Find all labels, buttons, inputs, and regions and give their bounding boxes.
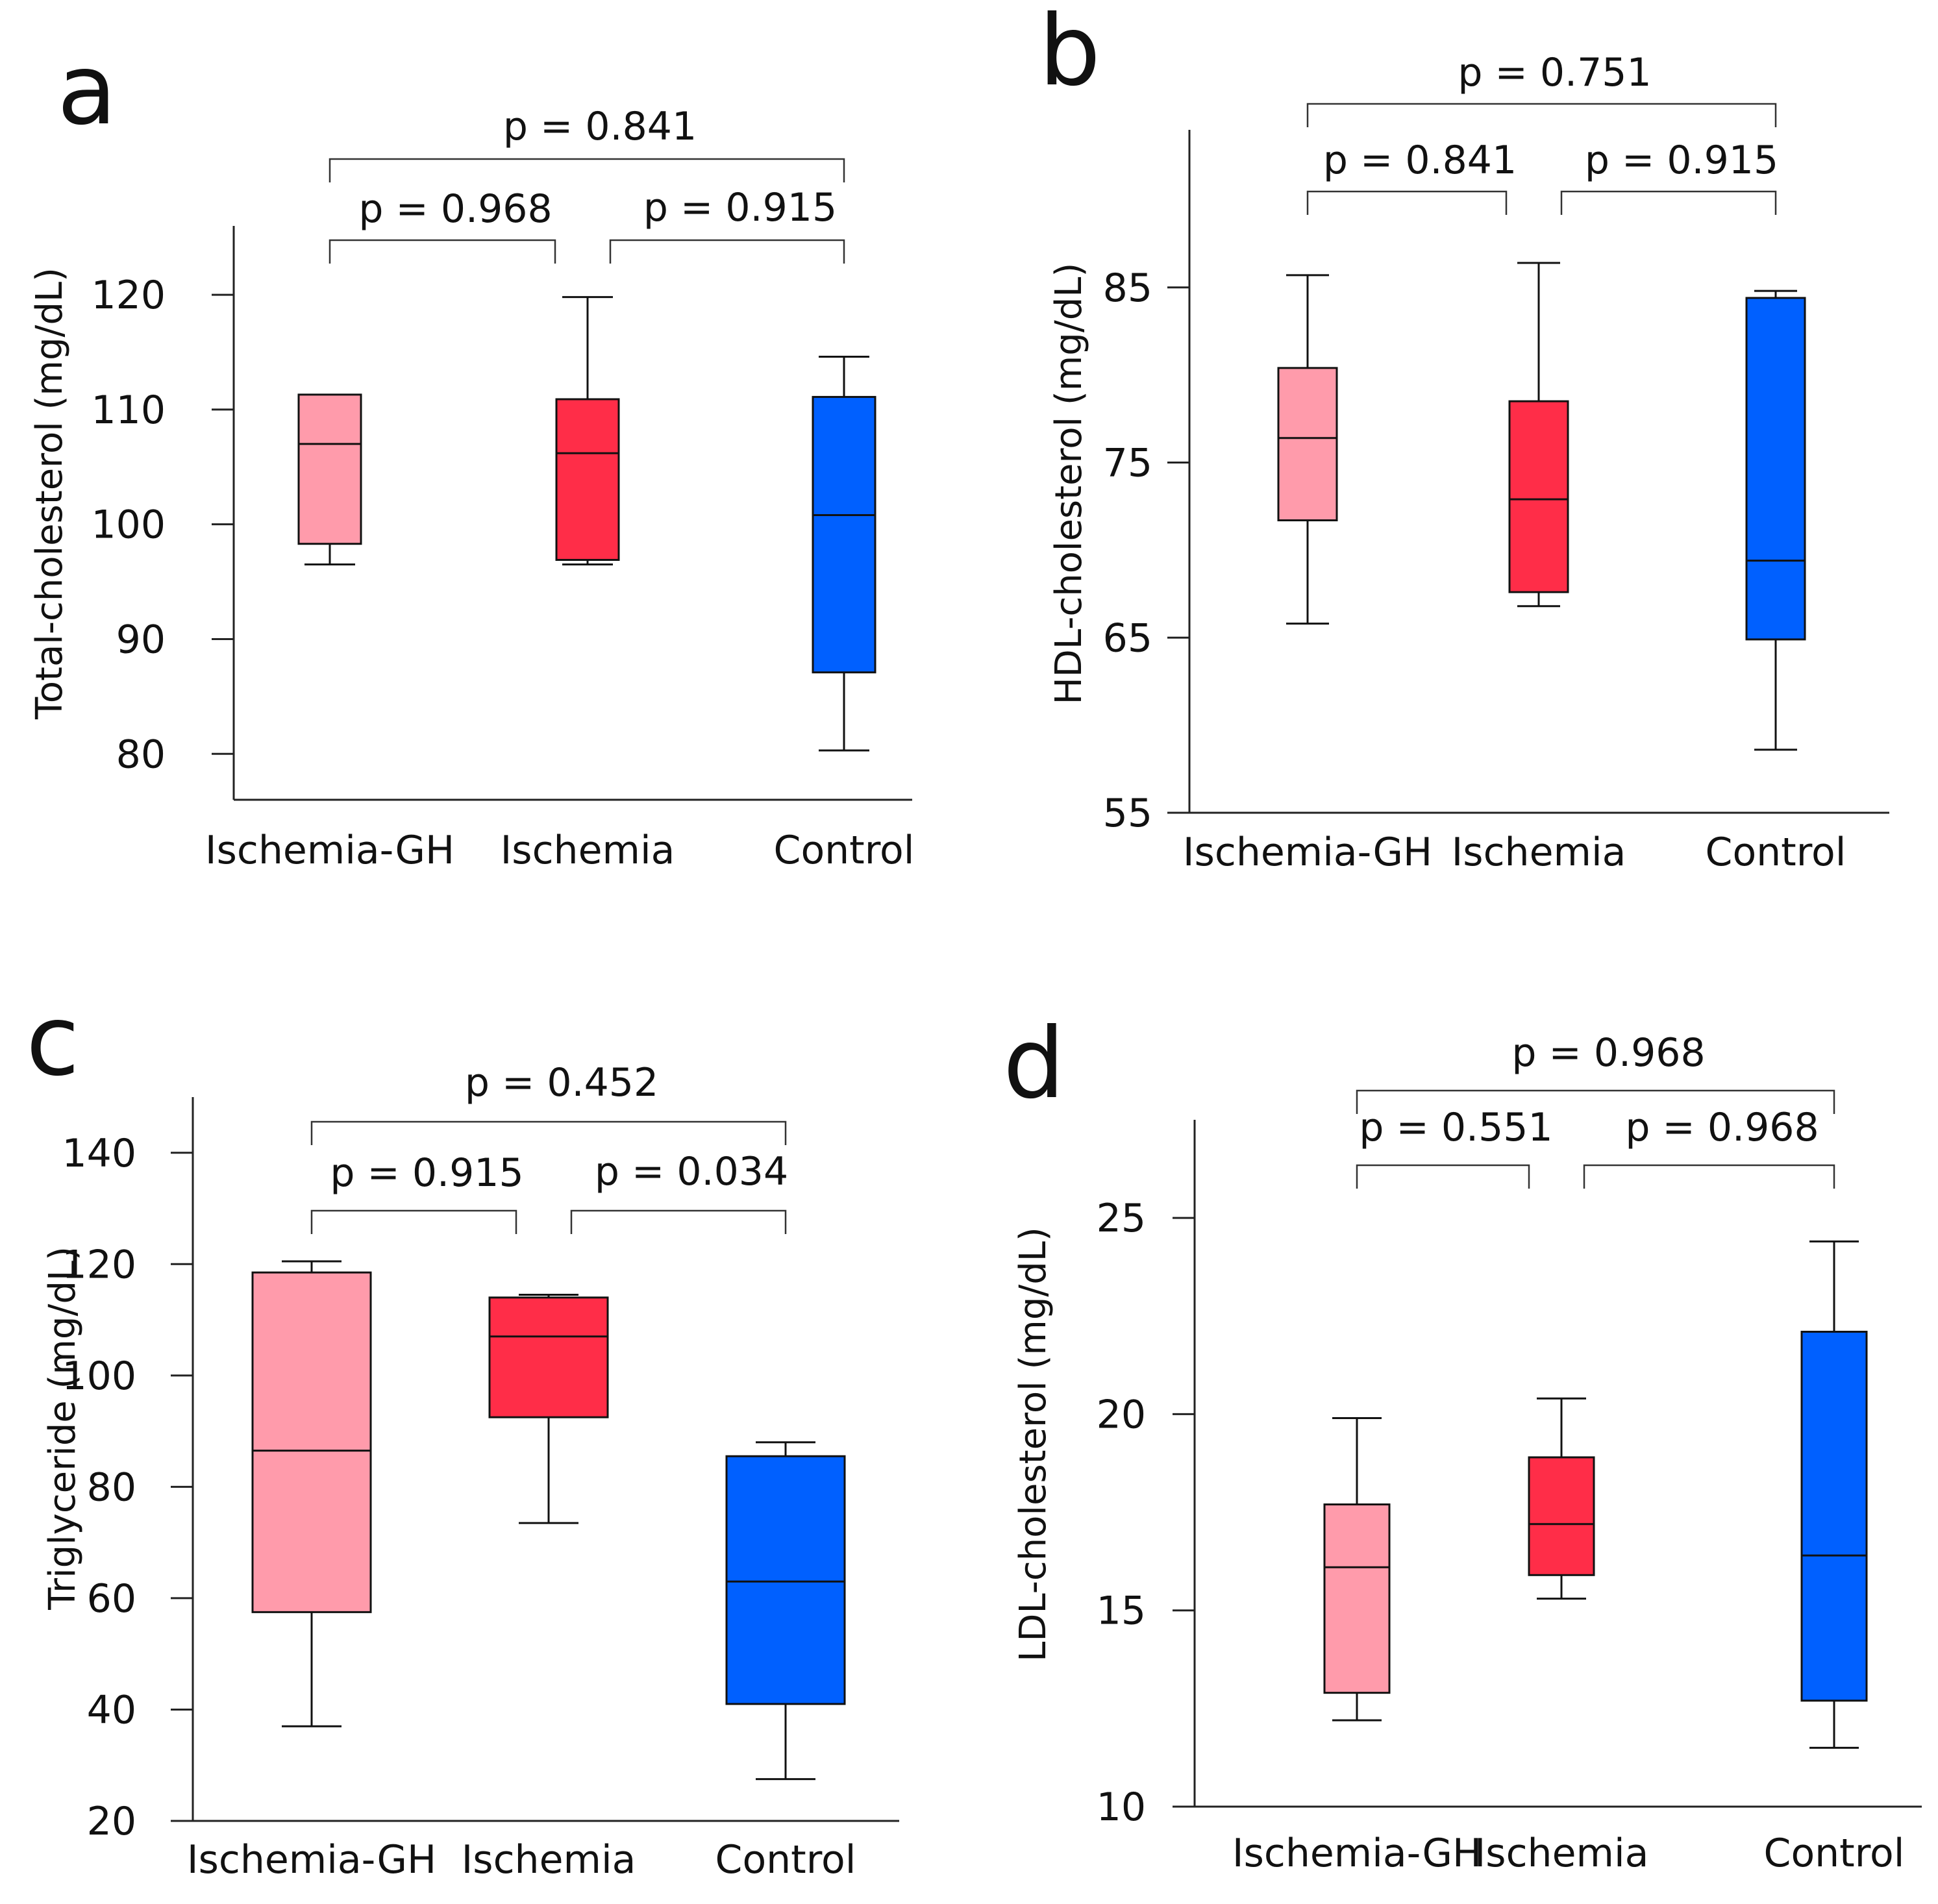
y-tick-label: 40 [87, 1687, 136, 1733]
x-category-label: Control [774, 828, 915, 873]
panel-label: b [1039, 0, 1100, 108]
panel-label: a [57, 34, 117, 147]
p-value-label: p = 0.841 [1323, 138, 1517, 183]
x-category-label: Ischemia-GH [205, 828, 454, 873]
y-tick-label: 75 [1103, 441, 1152, 486]
p-value-label: p = 0.968 [1625, 1105, 1819, 1150]
significance-bracket [1560, 190, 1777, 215]
y-tick-label: 100 [91, 502, 166, 548]
x-category-label: Control [715, 1837, 856, 1883]
x-category-label: Control [1764, 1831, 1905, 1876]
box-control [725, 1455, 846, 1705]
x-category-label: Ischemia [1452, 830, 1626, 875]
p-value-label: p = 0.751 [1458, 50, 1651, 95]
y-tick-label: 25 [1097, 1196, 1146, 1241]
p-value-label: p = 0.968 [1511, 1030, 1705, 1076]
significance-bracket [329, 158, 845, 182]
y-tick-label: 110 [91, 388, 166, 433]
significance-bracket [1356, 1164, 1530, 1189]
p-value-label: p = 0.915 [643, 185, 837, 230]
plot-area: 20 40 60 80 100 120 140 Ischemia-GH Ischemia Cont… [62, 1060, 899, 1883]
significance-bracket [1583, 1164, 1835, 1189]
box-ischemia [1508, 400, 1569, 593]
y-tick-label: 80 [87, 1465, 136, 1510]
box-control [812, 395, 876, 674]
significance-bracket [1356, 1089, 1835, 1114]
significance-bracket [1306, 190, 1508, 215]
panel-c: c Triglyceride (mg/dL) 20 40 60 80 100 120 140… [26, 985, 899, 1883]
significance-bracket [570, 1209, 787, 1234]
y-tick-label: 90 [116, 617, 166, 662]
y-tick-label: 80 [116, 732, 166, 777]
panel-label: c [26, 985, 79, 1098]
y-axis-title: Total-cholesterol (mg/dL) [29, 267, 71, 720]
box-ischemia [1528, 1456, 1595, 1576]
x-category-label: Ischemia-GH [1183, 830, 1432, 875]
panel-b: b HDL-cholesterol (mg/dL) 55 65 75 85 Ischem… [1039, 0, 1889, 875]
y-tick-label: 65 [1103, 615, 1152, 661]
significance-bracket [310, 1120, 787, 1145]
p-value-label: p = 0.452 [465, 1060, 658, 1106]
p-value-label: p = 0.968 [358, 186, 552, 232]
y-tick-label: 120 [91, 273, 166, 318]
p-value-label: p = 0.841 [503, 104, 697, 149]
significance-bracket [609, 239, 845, 264]
box-ischemia-gh [297, 393, 362, 545]
box-ischemia-gh [1323, 1503, 1391, 1694]
x-category-label: Ischemia-GH [1232, 1831, 1482, 1876]
x-category-label: Control [1706, 830, 1846, 875]
y-tick-label: 140 [62, 1131, 136, 1176]
x-category-label: Ischemia [1474, 1831, 1649, 1876]
y-tick-label: 20 [1097, 1392, 1146, 1437]
y-tick-label: 15 [1097, 1589, 1146, 1634]
panel-label: d [1003, 1008, 1065, 1120]
y-tick-label: 55 [1103, 791, 1152, 836]
y-tick-label: 20 [87, 1799, 136, 1844]
y-tick-label: 60 [87, 1576, 136, 1622]
y-tick-label: 85 [1103, 266, 1152, 311]
significance-bracket [329, 239, 556, 264]
x-category-label: Ischemia [501, 828, 675, 873]
plot-area: 55 65 75 85 Ischemia-GH Ischemia Control p = 0.… [1103, 50, 1889, 875]
x-category-label: Ischemia-GH [187, 1837, 436, 1883]
y-axis-title: Triglyceride (mg/dL) [42, 1246, 84, 1611]
panel-a: a Total-cholesterol (mg/dL) 80 90 100 110 12… [29, 34, 914, 873]
x-category-label: Ischemia [462, 1837, 636, 1883]
box-control [1745, 297, 1806, 641]
y-tick-label: 10 [1097, 1785, 1146, 1830]
box-ischemia [555, 398, 620, 561]
box-control [1800, 1330, 1868, 1702]
panel-d: d LDL-cholesterol (mg/dL) 10 15 20 25 Ischem… [1003, 1008, 1922, 1876]
y-axis-title: HDL-cholesterol (mg/dL) [1048, 263, 1090, 705]
p-value-label: p = 0.915 [330, 1150, 523, 1196]
box-ischemia-gh [1277, 367, 1338, 522]
plot-area: 80 90 100 110 120 Ischemia-GH Ischemia Control p… [91, 104, 914, 873]
significance-bracket [310, 1209, 517, 1234]
p-value-label: p = 0.034 [595, 1149, 788, 1194]
p-value-label: p = 0.551 [1359, 1105, 1552, 1150]
y-tick-label: 120 [62, 1242, 136, 1287]
p-value-label: p = 0.915 [1585, 138, 1778, 183]
y-tick-label: 100 [62, 1354, 136, 1399]
box-ischemia [488, 1296, 609, 1418]
box-ischemia-gh [251, 1271, 372, 1613]
y-axis-title: LDL-cholesterol (mg/dL) [1012, 1227, 1054, 1662]
significance-bracket [1306, 103, 1777, 127]
